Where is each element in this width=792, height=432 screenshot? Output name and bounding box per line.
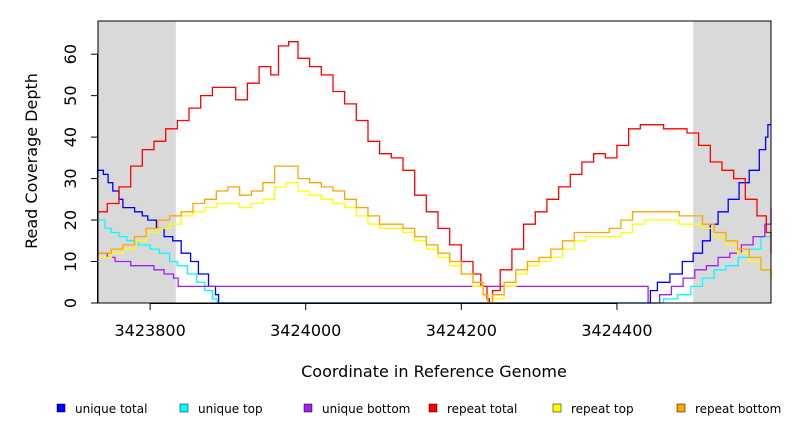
x-tick-label: 3424400: [581, 321, 652, 340]
series-line-unique-total: [98, 124, 771, 304]
x-tick-label: 3424200: [426, 321, 497, 340]
legend-swatch: [303, 403, 313, 413]
legend-label: repeat top: [571, 402, 634, 416]
coverage-series: [98, 41, 772, 304]
legend-swatch: [552, 403, 562, 413]
legend-label: unique total: [75, 402, 147, 416]
y-tick-label: 20: [61, 210, 80, 230]
y-tick-label: 30: [61, 168, 80, 188]
legend-label: unique bottom: [322, 402, 410, 416]
legend-label: unique top: [198, 402, 263, 416]
legend-swatch: [179, 403, 189, 413]
y-tick-label: 40: [61, 127, 80, 147]
x-tick-label: 3423800: [114, 321, 185, 340]
y-tick-label: 50: [61, 85, 80, 105]
y-tick-label: 10: [61, 251, 80, 271]
y-tick-label: 0: [61, 298, 80, 308]
legend-swatch: [428, 403, 438, 413]
y-axis-label: Read Coverage Depth: [22, 73, 41, 249]
series-line-repeat-total: [98, 41, 772, 304]
x-tick-label: 3424000: [270, 321, 341, 340]
series-line-repeat-top: [98, 182, 772, 304]
shaded-region-1: [693, 21, 771, 303]
series-line-unique-top: [98, 219, 772, 304]
shaded-region-0: [98, 21, 176, 303]
legend-label: repeat total: [447, 402, 517, 416]
legend-label: repeat bottom: [695, 402, 781, 416]
axes: 0 10 20 30 40 50 60 3423800 3424000 3424200 342440…: [61, 44, 653, 340]
series-line-repeat-bottom: [98, 165, 772, 304]
y-tick-label: 60: [61, 44, 80, 64]
plot-frame: [97, 20, 772, 304]
series-line-unique-bottom: [98, 207, 772, 304]
flanking-region-shading: [98, 21, 771, 303]
legend-swatch: [56, 403, 66, 413]
x-axis-label: Coordinate in Reference Genome: [301, 362, 567, 381]
legend-swatch: [676, 403, 686, 413]
legend: unique total unique top unique bottom repea…: [56, 402, 781, 416]
